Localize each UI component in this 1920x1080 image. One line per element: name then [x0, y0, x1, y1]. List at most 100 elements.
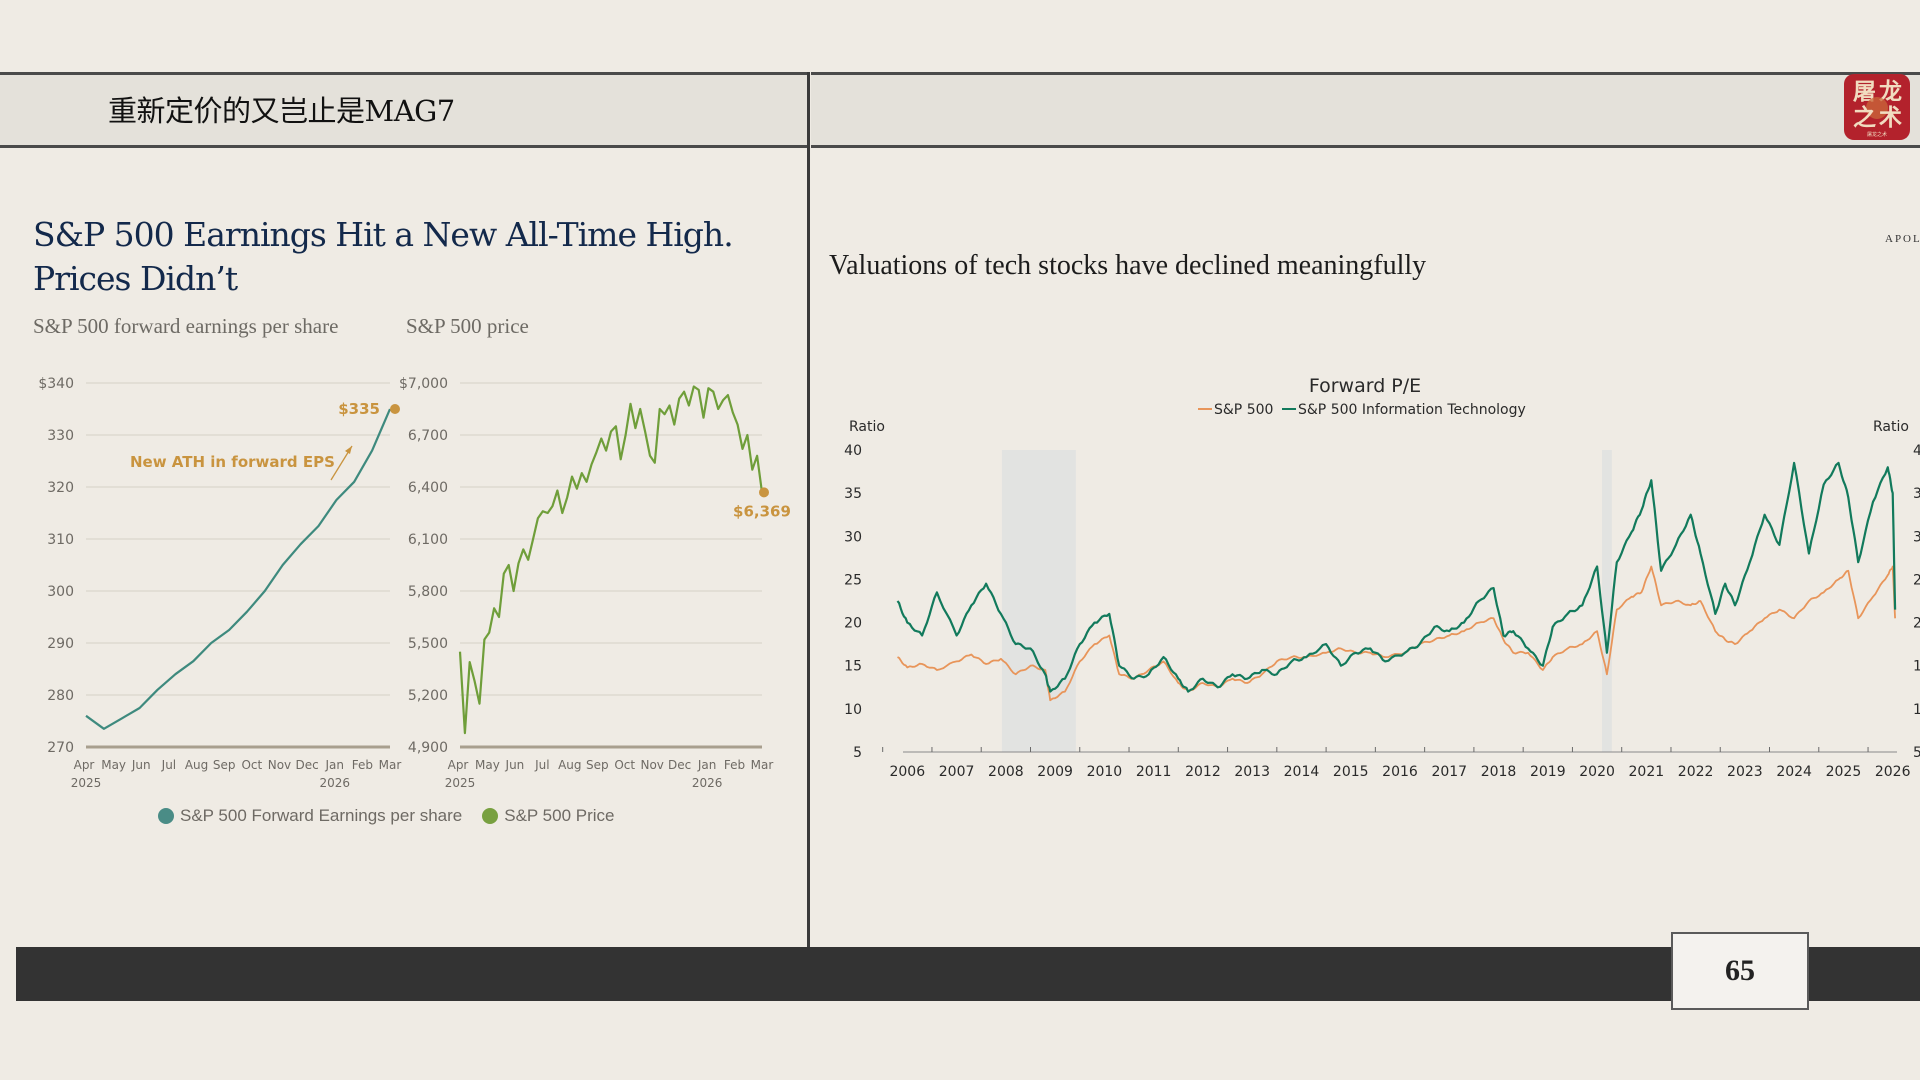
y-tick-label-right: 30 [1913, 529, 1920, 545]
x-tick-label: Jan [697, 758, 717, 772]
y-axis-label-right: Ratio [1873, 419, 1909, 435]
x-tick-label: 2016 [1382, 764, 1418, 780]
y-tick-label: 290 [47, 636, 74, 652]
x-tick-label: 2023 [1727, 764, 1763, 780]
panel-divider [807, 72, 810, 947]
y-tick-label: 310 [47, 532, 74, 548]
x-tick-label: Sep [586, 758, 609, 772]
endpoint-label: $6,369 [733, 502, 791, 520]
logo-char: 龙 [1879, 78, 1902, 105]
x-tick-label: Oct [614, 758, 635, 772]
pe-chart: Forward P/E S&P 500 S&P 500 Information Te… [844, 375, 1920, 780]
legend-item-price: S&P 500 Price [482, 806, 615, 826]
y-tick-label-left: 20 [844, 616, 862, 632]
x-tick-label: Jun [505, 758, 525, 772]
source-tag: APOL [1885, 233, 1920, 245]
recession-band [1602, 450, 1612, 752]
x-tick-label: Nov [640, 758, 663, 772]
legend-label: S&P 500 Price [504, 806, 615, 825]
legend-swatch-eps [158, 808, 174, 824]
page-number: 65 [1671, 932, 1809, 1010]
annotation-arrowhead [345, 446, 352, 454]
y-tick-label: 6,400 [408, 480, 448, 496]
x-tick-label: 2007 [939, 764, 975, 780]
logo-char: 之 [1853, 104, 1876, 131]
price-chart: $7,000 6,700 6,400 6,100 5,800 5,500 5,200 4,90… [399, 376, 791, 790]
recession-band [1001, 450, 1076, 752]
y-axis-label-left: Ratio [849, 419, 885, 435]
y-tick-label-left: 5 [853, 745, 862, 761]
header-band-right [811, 72, 1920, 148]
x-tick-label: 2019 [1530, 764, 1566, 780]
x-tick-label: 2021 [1629, 764, 1665, 780]
x-tick-label: Feb [724, 758, 745, 772]
x-tick-label: 2015 [1333, 764, 1369, 780]
x-tick-label: Apr [74, 758, 95, 772]
y-tick-label: 320 [47, 480, 74, 496]
x-tick-label: Dec [295, 758, 318, 772]
x-tick-label: Mar [751, 758, 774, 772]
x-tick-label: 2008 [988, 764, 1024, 780]
left-legend: S&P 500 Forward Earnings per share S&P 5… [158, 806, 627, 826]
y-tick-label-left: 15 [844, 659, 862, 675]
brand-logo-icon: 屠 龙 之 术 屠龙之术 [1844, 74, 1910, 140]
x-tick-label: Apr [448, 758, 469, 772]
endpoint-marker [390, 404, 400, 414]
y-tick-label: 5,500 [408, 636, 448, 652]
y-tick-label: 280 [47, 688, 74, 704]
y-tick-label-right: 40 [1913, 443, 1920, 459]
annotation-text: New ATH in forward EPS [130, 453, 335, 471]
legend-label: S&P 500 Forward Earnings per share [180, 806, 463, 825]
x-tick-label: 2006 [889, 764, 925, 780]
y-tick-label-right: 5 [1913, 745, 1920, 761]
price-chart-subtitle: S&P 500 price [406, 314, 529, 338]
right-panel-title: Valuations of tech stocks have declined … [829, 250, 1427, 281]
endpoint-marker [759, 487, 769, 498]
legend-swatch-price [482, 808, 499, 824]
x-tick-label: Jun [131, 758, 151, 772]
logo-caption: 屠龙之术 [1866, 132, 1887, 138]
series-line-sp500 [897, 565, 1896, 702]
x-year-label: 2025 [71, 776, 102, 790]
series-line [85, 408, 392, 730]
slide-title: 重新定价的又岂止是MAG7 [108, 94, 455, 128]
x-tick-label: Mar [379, 758, 402, 772]
x-tick-label: Dec [668, 758, 691, 772]
y-tick-label-right: 35 [1913, 486, 1920, 502]
endpoint-label: $335 [338, 400, 380, 418]
y-tick-label-right: 25 [1913, 572, 1920, 588]
y-tick-label: $7,000 [399, 376, 448, 392]
x-year-label: 2025 [445, 776, 476, 790]
eps-chart-subtitle: S&P 500 forward earnings per share [33, 314, 339, 338]
y-tick-label: 6,700 [408, 428, 448, 444]
y-tick-label-right: 10 [1913, 702, 1920, 718]
x-tick-label: Nov [268, 758, 291, 772]
x-tick-label: Aug [558, 758, 581, 772]
pe-chart-svg: Forward P/E S&P 500 S&P 500 Information Te… [844, 375, 1920, 780]
series-line [458, 385, 764, 735]
y-tick-label: 5,800 [408, 584, 448, 600]
x-tick-label: 2013 [1234, 764, 1270, 780]
y-tick-label: 270 [47, 740, 74, 756]
x-tick-label: Oct [241, 758, 262, 772]
x-tick-label: Aug [185, 758, 208, 772]
x-tick-label: 2010 [1087, 764, 1123, 780]
y-tick-label: 300 [47, 584, 74, 600]
x-tick-label: Jul [534, 758, 549, 772]
header-band-left [0, 72, 808, 148]
legend-item-eps: S&P 500 Forward Earnings per share [158, 806, 462, 826]
y-tick-label-left: 35 [844, 486, 862, 502]
legend-label-sp500: S&P 500 [1214, 402, 1273, 418]
x-tick-label: 2022 [1678, 764, 1714, 780]
x-tick-label: Jan [324, 758, 344, 772]
x-year-label: 2026 [692, 776, 723, 790]
y-tick-label: 5,200 [408, 688, 448, 704]
y-tick-label-right: 20 [1913, 616, 1920, 632]
y-tick-label-left: 25 [844, 572, 862, 588]
x-tick-label: Jul [161, 758, 176, 772]
chart-title: Forward P/E [1309, 375, 1421, 397]
logo-char: 屠 [1853, 78, 1876, 105]
x-tick-label: 2009 [1037, 764, 1073, 780]
